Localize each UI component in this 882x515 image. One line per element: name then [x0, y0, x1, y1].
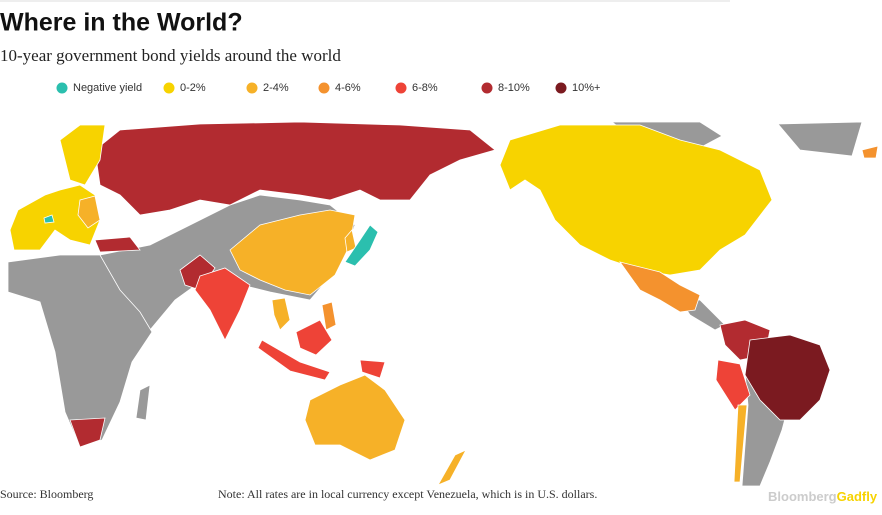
thailand	[271, 297, 291, 331]
legend-swatch	[555, 82, 567, 94]
logo-brand: Bloomberg	[768, 489, 837, 504]
legend-label: 4-6%	[335, 82, 361, 94]
legend-label: 10%+	[572, 82, 600, 94]
brazil	[744, 334, 831, 421]
india	[194, 267, 251, 341]
legend-label: Negative yield	[73, 82, 142, 94]
turkey	[94, 236, 141, 253]
land	[777, 121, 863, 157]
note: Note: All rates are in local currency ex…	[218, 487, 597, 501]
indonesia	[257, 339, 331, 381]
philippines	[321, 301, 337, 331]
logo: BloombergGadfly	[768, 489, 878, 504]
peru	[715, 359, 751, 411]
legend: Negative yield 0-2% 2-4% 4-6% 6-8% 8-10% 10%+	[56, 82, 600, 94]
new-zealand	[437, 449, 467, 486]
legend-label: 6-8%	[412, 82, 438, 94]
mexico	[619, 261, 701, 313]
new-guinea	[359, 359, 386, 379]
subtitle: 10-year government bond yields around th…	[0, 46, 341, 65]
logo-product: Gadfly	[837, 489, 878, 504]
title: Where in the World?	[0, 9, 243, 37]
western-europe	[9, 184, 101, 251]
china	[229, 209, 356, 296]
chile	[733, 404, 748, 483]
legend-swatch	[395, 82, 407, 94]
source: Source: Bloomberg	[0, 487, 93, 501]
north-america	[499, 124, 773, 276]
eastern-europe	[77, 195, 101, 229]
land	[135, 384, 151, 421]
legend-swatch	[56, 82, 68, 94]
iceland	[861, 145, 879, 159]
legend-swatch	[318, 82, 330, 94]
switzerland	[43, 214, 55, 224]
legend-label: 2-4%	[263, 82, 289, 94]
japan	[344, 224, 379, 267]
land	[7, 254, 153, 448]
legend-swatch	[163, 82, 175, 94]
legend-swatch	[246, 82, 258, 94]
russia	[94, 121, 496, 216]
malaysia	[295, 319, 333, 356]
legend-label: 0-2%	[180, 82, 206, 94]
south-africa	[69, 417, 106, 448]
legend-label: 8-10%	[498, 82, 530, 94]
legend-swatch	[481, 82, 493, 94]
scandinavia	[59, 124, 106, 186]
australia	[304, 374, 406, 461]
world-map	[7, 121, 879, 487]
